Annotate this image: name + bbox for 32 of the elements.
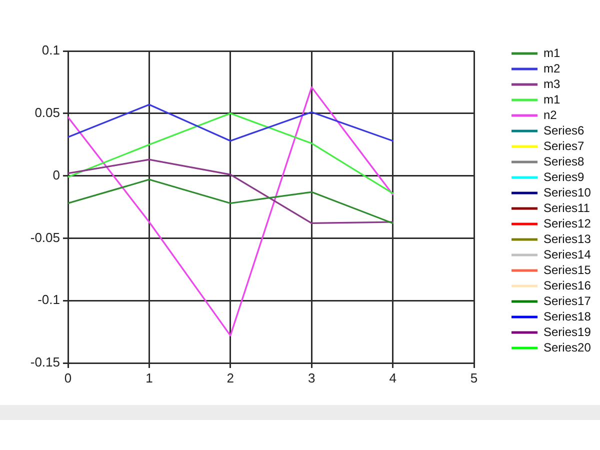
x-tick-label: 0: [64, 370, 72, 386]
legend-label: m2: [544, 61, 560, 76]
y-tick-label: -0.15: [30, 354, 60, 370]
legend-label: Series18: [544, 309, 592, 324]
legend-label: Series8: [544, 154, 585, 168]
x-tick-label: 4: [389, 370, 396, 386]
legend-label: Series11: [544, 200, 590, 215]
legend-label: Series7: [544, 138, 585, 153]
legend-label: m1: [544, 92, 560, 106]
legend-label: Series15: [544, 262, 592, 277]
legend-label: Series6: [544, 123, 585, 138]
legend-label: n2: [544, 108, 558, 122]
y-tick-label: 0.1: [42, 42, 60, 58]
legend-label: Series12: [544, 216, 592, 230]
legend-label: Series19: [544, 324, 592, 339]
legend-label: Series9: [544, 170, 585, 184]
x-tick-label: 3: [308, 370, 316, 386]
y-tick-label: 0.05: [34, 104, 60, 120]
y-tick-label: -0.05: [30, 230, 60, 245]
legend-label: m3: [544, 76, 560, 91]
x-tick-label: 1: [146, 370, 153, 386]
x-tick-label: 2: [226, 370, 234, 386]
legend-label: Series13: [544, 232, 592, 246]
legend-label: Series10: [544, 185, 592, 200]
legend-label: Series14: [544, 247, 592, 262]
y-tick-label: -0.1: [38, 292, 60, 308]
legend-label: m1: [544, 46, 560, 60]
y-tick-label: 0: [52, 167, 60, 182]
legend-label: Series16: [544, 278, 592, 292]
x-tick-label: 5: [470, 370, 478, 386]
legend-label: Series20: [544, 340, 592, 354]
legend-label: Series17: [544, 294, 592, 308]
